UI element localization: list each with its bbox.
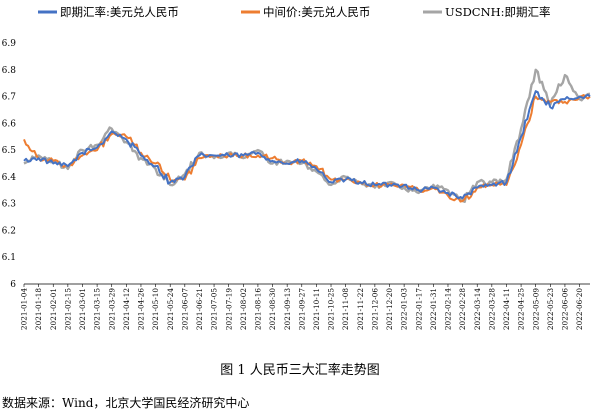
- x-tick-label: 2021-04-12: [122, 288, 131, 330]
- y-tick-label: 6.7: [2, 93, 17, 103]
- x-tick-label: 2022-06-20: [575, 288, 584, 330]
- x-tick-label: 2021-01-04: [20, 288, 29, 330]
- x-axis: 2021-01-04 2021-01-18 2021-02-01 2021-02-15…: [20, 283, 590, 330]
- x-tick-label: 2022-02-28: [458, 288, 467, 330]
- x-tick-label: 2022-01-17: [414, 288, 423, 330]
- y-tick-label: 6.2: [2, 226, 16, 236]
- x-tick-label: 2021-03-29: [107, 288, 116, 330]
- y-tick-label: 6.4: [2, 173, 17, 183]
- x-tick-label: 2022-04-11: [502, 288, 511, 330]
- x-tick-label: 2022-06-06: [561, 288, 570, 330]
- data-source-note: 数据来源：Wind，北京大学国民经济研究中心: [2, 395, 249, 410]
- x-tick-label: 2021-03-01: [78, 288, 87, 330]
- y-tick-label: 6.1: [2, 253, 16, 263]
- chart-legend: 即期汇率:美元兑人民币 中间价:美元兑人民币 USDCNH:即期汇率: [38, 5, 551, 19]
- x-tick-label: 2022-01-31: [429, 288, 438, 330]
- x-tick-label: 2022-05-23: [546, 288, 555, 330]
- x-tick-label: 2021-05-10: [151, 288, 160, 330]
- x-tick-label: 2021-06-07: [180, 288, 189, 330]
- x-tick-label: 2021-06-21: [195, 288, 204, 330]
- x-tick-label: 2021-03-15: [93, 288, 102, 330]
- x-tick-label: 2022-03-14: [473, 288, 482, 330]
- x-tick-label: 2021-07-19: [224, 288, 233, 330]
- legend-label: 中间价:美元兑人民币: [263, 5, 370, 19]
- x-tick-label: 2022-02-14: [444, 288, 453, 330]
- x-tick-label: 2021-12-06: [370, 288, 379, 330]
- x-tick-label: 2021-08-16: [254, 288, 263, 330]
- y-tick-label: 6.9: [2, 39, 17, 49]
- y-tick-label: 6: [10, 280, 16, 290]
- x-tick-label: 2021-12-20: [385, 288, 394, 330]
- x-tick-label: 2021-01-18: [34, 288, 43, 330]
- y-tick-label: 6.3: [2, 200, 17, 210]
- plot-area: [23, 68, 591, 204]
- x-tick-label: 2021-02-15: [63, 288, 72, 330]
- x-tick-label: 2021-09-27: [297, 288, 306, 330]
- y-tick-label: 6.8: [2, 66, 17, 76]
- legend-label: 即期汇率:美元兑人民币: [60, 5, 179, 19]
- x-tick-label: 2021-10-25: [327, 288, 336, 330]
- figure-caption: 图 1 人民币三大汇率走势图: [220, 362, 380, 378]
- x-tick-label: 2022-04-25: [517, 288, 526, 330]
- x-tick-label: 2021-05-24: [166, 288, 175, 330]
- y-axis: 6 6.1 6.2 6.3 6.4 6.5 6.6 6.7 6.8 6.9: [2, 39, 17, 290]
- x-tick-label: 2021-10-11: [312, 288, 321, 330]
- y-tick-label: 6.5: [2, 146, 17, 156]
- x-tick-label: 2022-05-09: [531, 288, 540, 330]
- x-tick-label: 2021-11-22: [356, 288, 365, 330]
- x-tick-label: 2022-03-28: [487, 288, 496, 330]
- x-tick-label: 2021-04-26: [137, 288, 146, 330]
- x-tick-label: 2021-11-08: [341, 288, 350, 330]
- series-line: [23, 90, 591, 200]
- legend-label: USDCNH:即期汇率: [445, 5, 551, 19]
- x-tick-label: 2021-07-05: [210, 288, 219, 330]
- x-tick-label: 2021-08-02: [239, 288, 248, 330]
- x-tick-label: 2022-01-03: [400, 288, 409, 330]
- x-tick-label: 2021-02-01: [49, 288, 58, 330]
- y-tick-label: 6.6: [2, 119, 17, 129]
- x-tick-label: 2021-09-13: [283, 288, 292, 330]
- x-tick-label: 2021-08-30: [268, 288, 277, 330]
